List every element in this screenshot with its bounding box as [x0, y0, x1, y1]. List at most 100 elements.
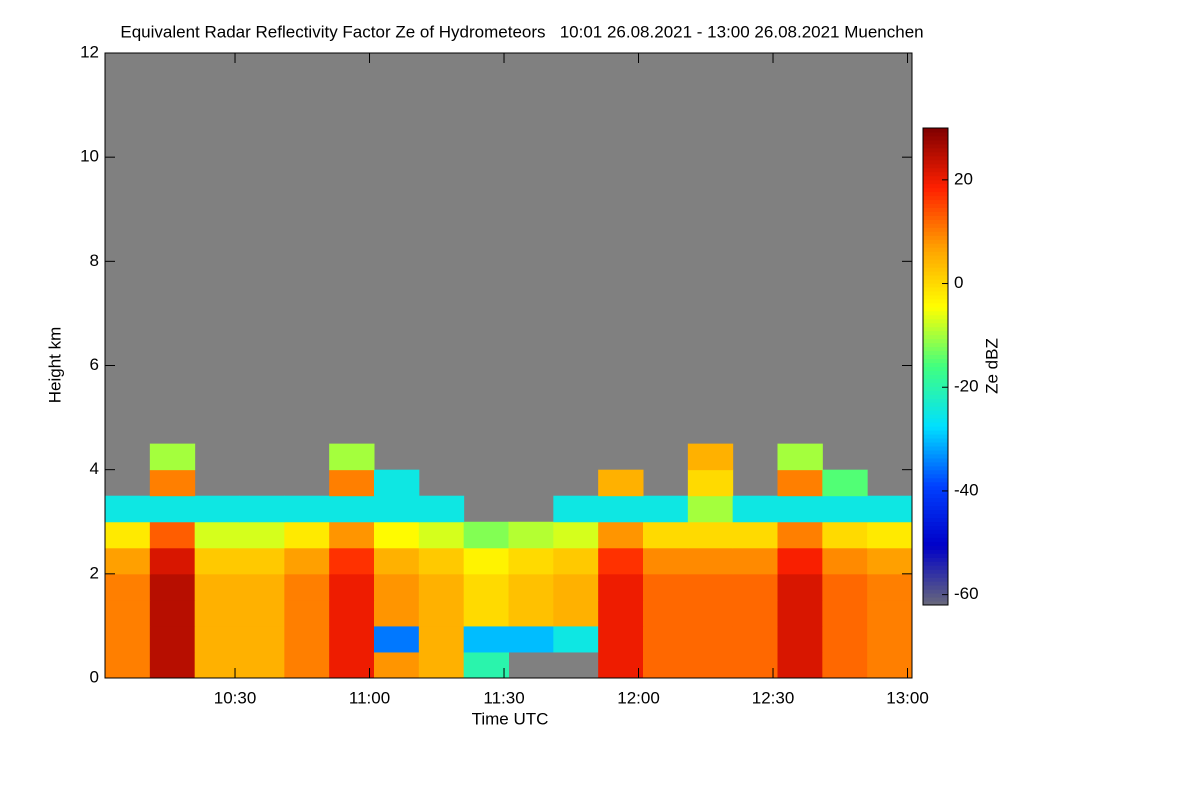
heatmap-cell	[374, 547, 420, 575]
colorbar-segment	[923, 191, 948, 197]
colorbar-label: Ze dBZ	[982, 338, 1001, 394]
heatmap-cell	[732, 625, 778, 653]
heatmap-cell	[284, 521, 330, 549]
heatmap-cell	[105, 521, 151, 549]
heatmap-cell	[329, 443, 375, 471]
heatmap-cell	[418, 573, 465, 601]
colorbar-segment	[923, 453, 948, 459]
heatmap-cell	[598, 599, 644, 627]
heatmap-cell	[777, 469, 823, 497]
colorbar-segment	[923, 251, 948, 256]
heatmap-cell	[822, 469, 868, 497]
heatmap-cell	[418, 625, 465, 653]
heatmap-cell	[463, 651, 509, 679]
heatmap-cell	[374, 495, 420, 523]
colorbar-segment	[923, 247, 948, 252]
heatmap-cell	[822, 625, 868, 653]
colorbar-segment	[923, 199, 948, 205]
heatmap-cell	[418, 651, 465, 679]
x-tick-label: 13:00	[886, 688, 929, 707]
colorbar-segment	[923, 561, 948, 566]
colorbar-tick-label: -20	[954, 377, 979, 396]
colorbar-segment	[923, 223, 948, 228]
colorbar-segment	[923, 227, 948, 232]
heatmap-cell	[329, 469, 375, 497]
heatmap-cell	[149, 495, 196, 523]
heatmap-cell	[105, 573, 151, 601]
colorbar-segment	[923, 414, 948, 419]
colorbar-segment	[923, 446, 948, 451]
colorbar-segment	[923, 239, 948, 244]
heatmap-cell	[687, 469, 734, 497]
heatmap-cell	[867, 573, 913, 601]
colorbar-segment	[923, 501, 948, 507]
heatmap-cell	[463, 547, 509, 575]
colorbar-segment	[923, 287, 948, 292]
colorbar-segment	[923, 155, 948, 161]
heatmap-cell	[732, 599, 778, 627]
colorbar-segment	[923, 457, 948, 463]
colorbar-segment	[923, 505, 948, 511]
heatmap-cell	[105, 651, 151, 679]
heatmap-cell	[374, 469, 420, 497]
colorbar-segment	[923, 298, 948, 304]
colorbar-segment	[923, 314, 948, 320]
heatmap-cell	[463, 521, 509, 549]
heatmap-cell	[329, 495, 375, 523]
heatmap-cell	[329, 625, 375, 653]
heatmap-cell	[194, 495, 240, 523]
colorbar-segment	[923, 477, 948, 483]
heatmap-cell	[508, 625, 554, 653]
heatmap-cell	[643, 573, 689, 601]
colorbar-segment	[923, 151, 948, 157]
colorbar-segment	[923, 521, 948, 526]
colorbar-segment	[923, 557, 948, 562]
heatmap-cell	[194, 651, 240, 679]
heatmap-cell	[732, 495, 778, 523]
heatmap-cell	[687, 521, 734, 549]
heatmap-cell	[239, 625, 285, 653]
colorbar-segment	[923, 565, 948, 570]
colorbar-segment	[923, 489, 948, 495]
heatmap-cell	[418, 547, 465, 575]
colorbar-segment	[923, 342, 948, 348]
colorbar-segment	[923, 259, 948, 264]
heatmap-cell	[149, 625, 196, 653]
colorbar-segment	[923, 529, 948, 534]
heatmap-cell	[239, 547, 285, 575]
colorbar-segment	[923, 362, 948, 367]
heatmap-cell	[284, 599, 330, 627]
heatmap-cell	[284, 547, 330, 575]
heatmap-cell	[822, 495, 868, 523]
colorbar-tick-label: -60	[954, 584, 979, 603]
heatmap-cell	[149, 521, 196, 549]
heatmap-cell	[687, 443, 734, 471]
heatmap-cell	[777, 651, 823, 679]
heatmap-cell	[105, 495, 151, 523]
heatmap-cell	[149, 573, 196, 601]
heatmap-cell	[105, 625, 151, 653]
heatmap-cell	[194, 547, 240, 575]
heatmap-cell	[463, 599, 509, 627]
colorbar-segment	[923, 135, 948, 141]
colorbar-segment	[923, 601, 948, 606]
heatmap-cell	[329, 599, 375, 627]
colorbar-segment	[923, 219, 948, 224]
colorbar-segment	[923, 290, 948, 296]
heatmap-cell	[553, 495, 599, 523]
heatmap-cell	[374, 521, 420, 549]
colorbar-segment	[923, 449, 948, 455]
colorbar-segment	[923, 350, 948, 356]
colorbar-segment	[923, 418, 948, 423]
colorbar-segment	[923, 203, 948, 208]
colorbar-segment	[923, 179, 948, 185]
colorbar-segment	[923, 322, 948, 328]
heatmap-cell	[687, 547, 734, 575]
colorbar-segment	[923, 577, 948, 582]
y-tick-label: 10	[80, 147, 99, 166]
colorbar-tick-label: -40	[954, 480, 979, 499]
y-tick-label: 4	[90, 459, 99, 478]
colorbar-segment	[923, 573, 948, 578]
colorbar-segment	[923, 581, 948, 586]
colorbar-segment	[923, 398, 948, 403]
